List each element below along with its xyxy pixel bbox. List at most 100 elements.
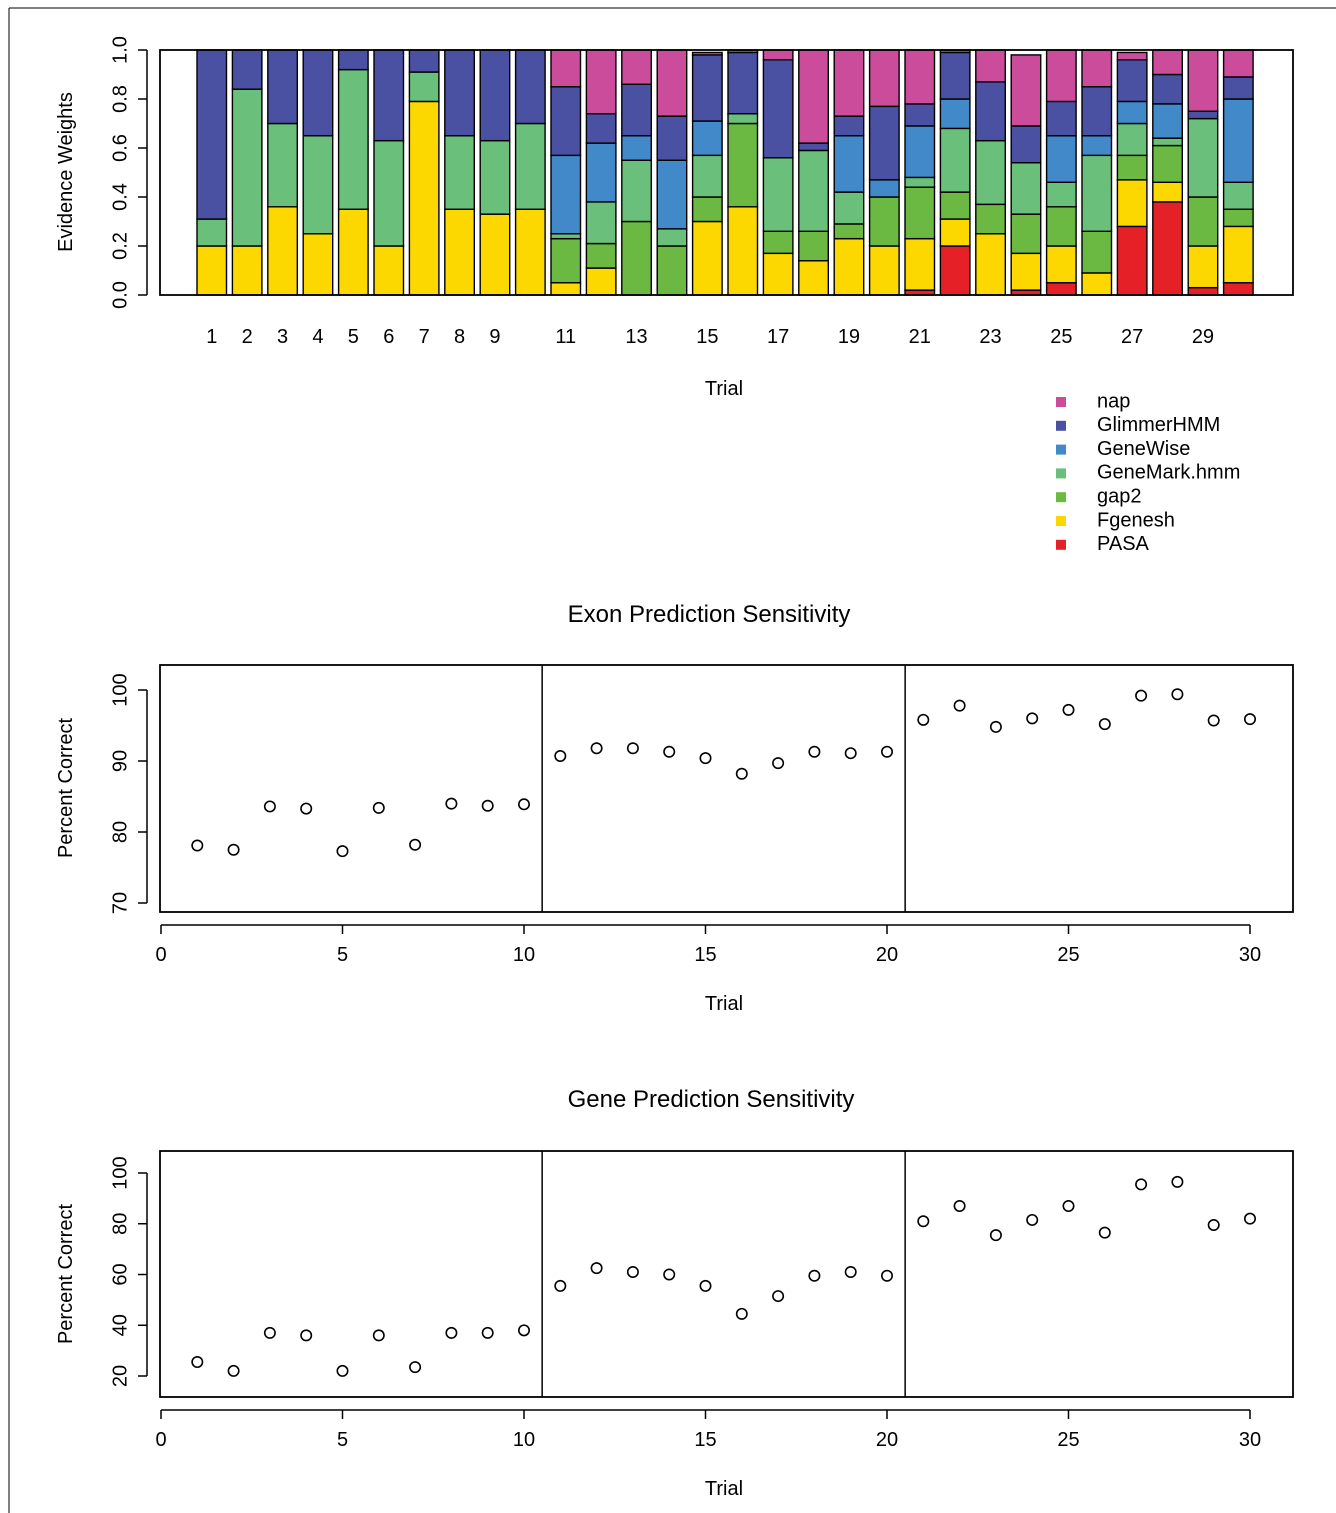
bar-segment-genemark-hmm-trial-21	[904, 176, 936, 188]
bar-segment-genewise-trial-27	[1116, 100, 1148, 125]
gene-points	[191, 1175, 1257, 1377]
bar-segment-glimmerhmm-trial-4	[302, 49, 334, 137]
data-point-trial-25	[1062, 703, 1075, 716]
exon-x-axis-label: Trial	[705, 993, 743, 1015]
data-point-trial-2	[227, 1364, 240, 1377]
bar-segment-fgenesh-trial-17	[762, 252, 794, 296]
bar-segment-nap-trial-25	[1045, 49, 1077, 103]
data-point-trial-5	[336, 1364, 349, 1377]
bar-segment-genewise-trial-21	[904, 125, 936, 179]
data-point-trial-16	[735, 1307, 748, 1320]
x-tick-label: 15	[694, 1429, 716, 1451]
bar-segment-fgenesh-trial-7	[408, 100, 440, 296]
bar-segment-nap-trial-11	[550, 49, 582, 88]
bar-segment-fgenesh-trial-21	[904, 237, 936, 291]
exon-y-axis-label: Percent Correct	[55, 718, 77, 858]
bar-x-tick-label: 7	[419, 326, 430, 348]
bar-segment-nap-trial-20	[868, 49, 900, 108]
bar-y-tick-label: 1.0	[109, 36, 131, 64]
bar-segment-genewise-trial-12	[585, 142, 617, 203]
bar-segment-glimmerhmm-trial-2	[231, 49, 263, 90]
bar-segment-fgenesh-trial-11	[550, 282, 582, 296]
bar-segment-fgenesh-trial-9	[479, 213, 511, 296]
bar-segment-nap-trial-27	[1116, 51, 1148, 61]
bar-segment-genewise-trial-20	[868, 179, 900, 198]
bar-x-tick-label: 5	[348, 326, 359, 348]
bar-segment-nap-trial-24	[1010, 54, 1042, 127]
bar-segment-fgenesh-trial-27	[1116, 179, 1148, 228]
legend-label-nap: nap	[1097, 390, 1130, 412]
data-point-trial-25	[1062, 1199, 1075, 1212]
data-point-trial-2	[227, 843, 240, 856]
bar-y-tick-label: 0.0	[109, 281, 131, 309]
data-point-trial-4	[300, 1329, 313, 1342]
data-point-trial-8	[445, 1326, 458, 1339]
bar-segment-gap2-trial-29	[1187, 196, 1219, 247]
bar-segment-genemark-hmm-trial-22	[939, 127, 971, 193]
data-point-trial-20	[880, 745, 893, 758]
exon-sensitivity-chart: Exon Prediction Sensitivity 70 80 90 100 0 5…	[55, 601, 1294, 1015]
bar-segment-genewise-trial-15	[691, 120, 723, 157]
bar-segment-gap2-trial-13	[621, 220, 652, 296]
gene-y-axis-label: Percent Correct	[55, 1204, 77, 1344]
bar-segment-genemark-hmm-trial-12	[585, 201, 617, 245]
data-point-trial-12	[590, 742, 603, 755]
bar-segment-genewise-trial-14	[656, 159, 688, 230]
bar-segment-genemark-hmm-trial-8	[444, 135, 475, 210]
bar-segment-gap2-trial-23	[975, 203, 1006, 235]
bar-segment-gap2-trial-16	[727, 122, 759, 208]
bar-x-tick-label: 2	[242, 326, 253, 348]
bar-segment-nap-trial-14	[656, 49, 688, 117]
bar-plot-frame	[159, 49, 1294, 296]
bar-segment-glimmerhmm-trial-3	[267, 49, 298, 125]
bar-x-tick-label: 23	[979, 326, 1001, 348]
bar-segment-genemark-hmm-trial-3	[267, 122, 298, 208]
gene-sensitivity-chart: Gene Prediction Sensitivity 20 40 60 80 100 …	[55, 1086, 1294, 1500]
bar-y-tick-label: 0.8	[109, 85, 131, 113]
data-point-trial-18	[808, 1269, 821, 1282]
data-point-trial-1	[191, 1356, 204, 1369]
data-point-trial-19	[844, 1265, 857, 1278]
bar-x-tick-label: 4	[312, 326, 323, 348]
bar-x-tick-label: 17	[767, 326, 789, 348]
legend-swatch-genewise	[1056, 444, 1066, 455]
data-point-trial-30	[1244, 713, 1257, 726]
bar-segment-fgenesh-trial-19	[833, 237, 865, 296]
bar-segment-genewise-trial-13	[621, 135, 652, 161]
bar-segment-fgenesh-trial-4	[302, 233, 334, 296]
bar-segment-fgenesh-trial-28	[1152, 181, 1184, 203]
bar-segment-pasa-trial-22	[939, 245, 971, 296]
bar-segment-gap2-trial-27	[1116, 154, 1148, 181]
data-point-trial-26	[1098, 1226, 1111, 1239]
bar-segment-gap2-trial-11	[550, 237, 582, 284]
bar-segment-fgenesh-trial-29	[1187, 245, 1219, 289]
bar-segment-genemark-hmm-trial-2	[231, 88, 263, 247]
bar-segment-gap2-trial-14	[656, 245, 688, 296]
y-tick-label: 100	[109, 1156, 131, 1189]
bar-segment-nap-trial-18	[798, 49, 829, 144]
bar-segment-fgenesh-trial-23	[975, 233, 1006, 296]
x-tick-label: 30	[1239, 1429, 1261, 1451]
legend-swatch-gap2	[1056, 492, 1066, 503]
bar-segment-genemark-hmm-trial-25	[1045, 181, 1077, 208]
bar-segment-glimmerhmm-trial-29	[1187, 110, 1219, 120]
y-tick-label: 40	[109, 1314, 131, 1336]
bar-segment-gap2-trial-24	[1010, 213, 1042, 255]
exon-divider-lines	[541, 665, 906, 912]
bar-segment-gap2-trial-26	[1081, 230, 1113, 274]
data-point-trial-14	[663, 745, 676, 758]
bar-segment-fgenesh-trial-30	[1222, 225, 1254, 284]
bar-x-axis-label: Trial	[705, 378, 743, 400]
bar-x-tick-label: 8	[454, 326, 465, 348]
bar-segment-genewise-trial-26	[1081, 135, 1113, 157]
bar-y-axis: 0.0 0.2 0.4 0.6 0.8 1.0	[109, 36, 148, 309]
bar-segment-gap2-trial-22	[939, 191, 971, 220]
bar-segment-glimmerhmm-trial-8	[444, 49, 475, 137]
bar-segment-fgenesh-trial-16	[727, 206, 759, 296]
bar-segment-nap-trial-21	[904, 49, 936, 105]
bar-segment-nap-trial-15	[691, 51, 723, 56]
bar-segment-genemark-hmm-trial-26	[1081, 154, 1113, 233]
bar-segment-nap-trial-13	[621, 49, 652, 85]
bar-segment-genemark-hmm-trial-4	[302, 135, 334, 235]
